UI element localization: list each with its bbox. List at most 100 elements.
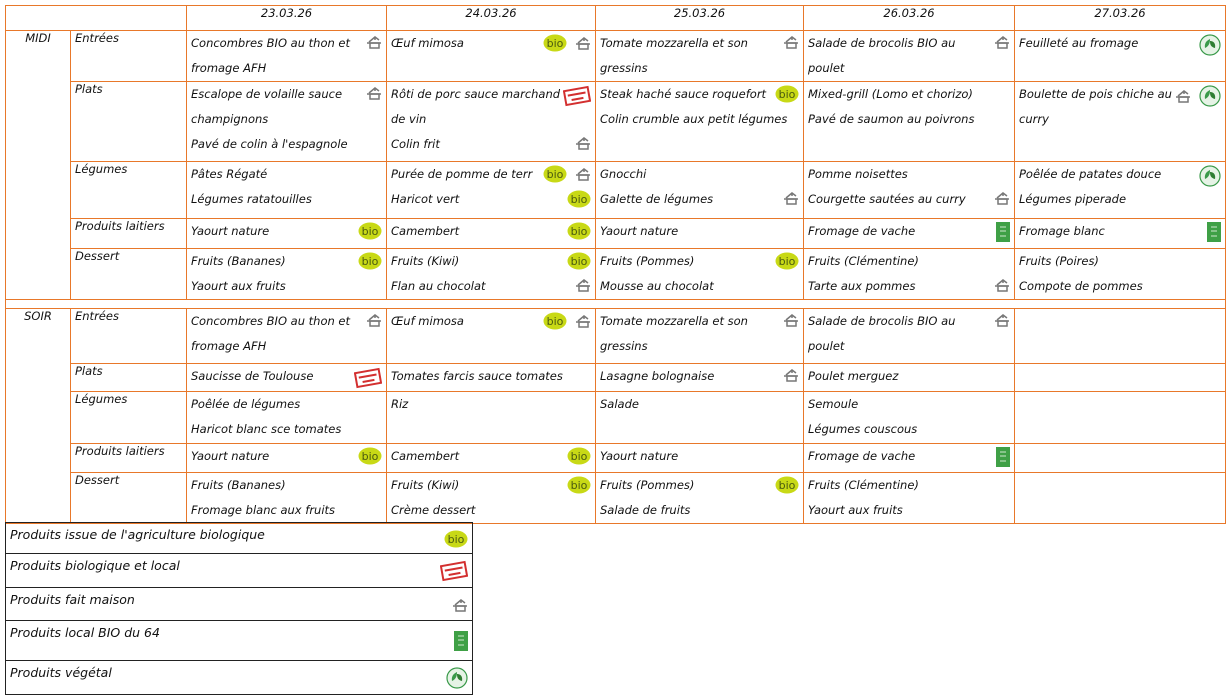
dish-icons	[996, 219, 1010, 242]
category-label: Plats	[70, 81, 187, 162]
empty-header-cell	[5, 5, 187, 31]
dish-name: Boulette de pois chiche au curry	[1019, 87, 1172, 126]
house-icon	[994, 190, 1010, 206]
bio-icon: bio	[358, 222, 382, 240]
dish-name: Fruits (Kiwi)	[391, 478, 460, 492]
bio-icon: bio	[567, 222, 591, 240]
dish-item: Poêlée de légumes	[191, 392, 382, 417]
dish-item: Légumes couscous	[808, 417, 1010, 442]
menu-cell: Boulette de pois chiche au curry	[1014, 81, 1226, 162]
dish-name: Poêlée de patates douce	[1019, 167, 1162, 181]
svg-text:bio: bio	[547, 37, 564, 50]
dish-item: Tomates farcis sauce tomates	[391, 364, 591, 389]
house-icon	[452, 597, 468, 613]
menu-cell: Tomate mozzarella et son gressins	[595, 308, 804, 364]
dish-item: Œuf mimosa bio	[391, 309, 591, 334]
dish-icons	[783, 364, 799, 383]
legend-icon-cell	[424, 660, 473, 695]
dish-name: Fruits (Clémentine)	[808, 254, 919, 268]
menu-cell: Poêlée de patates douce Légumes piperade	[1014, 161, 1226, 219]
dish-item: Œuf mimosa bio	[391, 31, 591, 56]
dish-item: Pavé de colin à l'espagnole	[191, 132, 382, 157]
menu-cell: Fromage blanc	[1014, 218, 1226, 249]
svg-text:bio: bio	[571, 450, 588, 463]
menu-cell: Fruits (Pommes) bio Mousse au chocolat	[595, 248, 804, 300]
dish-name: Haricot vert	[391, 192, 460, 206]
house-icon	[783, 34, 799, 50]
date-header: 24.03.26	[386, 5, 596, 31]
dish-name: Légumes couscous	[808, 422, 918, 436]
house-icon	[1175, 88, 1191, 104]
dish-icons	[994, 187, 1010, 206]
dish-name: Haricot blanc sce tomates	[191, 422, 342, 436]
dish-item: Légumes piperade	[1019, 187, 1221, 212]
dish-icons	[575, 274, 591, 293]
dish-name: Camembert	[391, 224, 460, 238]
dish-name: Fruits (Pommes)	[600, 254, 695, 268]
dish-name: Mixed-grill (Lomo et chorizo)	[808, 87, 973, 101]
dish-item: Fruits (Kiwi) bio	[391, 473, 591, 498]
dish-item: Yaourt nature bio	[191, 444, 382, 469]
svg-text:bio: bio	[571, 255, 588, 268]
menu-cell: Escalope de volaille sauce champignons Pa…	[186, 81, 387, 162]
menu-cell: Pâtes Régaté Légumes ratatouilles	[186, 161, 387, 219]
dish-item: Purée de pomme de terr bio	[391, 162, 591, 187]
dish-item: Flan au chocolat	[391, 274, 591, 299]
dish-icons: bio	[775, 249, 799, 270]
dish-icons: bio	[567, 249, 591, 270]
menu-row: Dessert Fruits (Bananes) bio Yaourt aux fru…	[6, 248, 1226, 300]
menu-cell	[1014, 443, 1226, 473]
vegetal-icon	[1199, 85, 1221, 107]
house-icon	[366, 85, 382, 101]
bio-icon: bio	[358, 252, 382, 270]
menu-cell: Fruits (Bananes) bio Yaourt aux fruits	[186, 248, 387, 300]
dish-name: Riz	[391, 397, 409, 411]
dish-name: Crème dessert	[391, 503, 476, 517]
legend-row: Produits végétal	[5, 660, 473, 695]
legend-table: Produits issue de l'agriculture biologiq…	[5, 522, 473, 695]
local-bio-64-icon	[996, 447, 1010, 467]
dish-name: Mousse au chocolat	[600, 279, 714, 293]
dish-name: Fromage de vache	[808, 224, 916, 238]
dish-name: Œuf mimosa	[391, 314, 464, 328]
bio-icon: bio	[444, 530, 468, 548]
house-icon	[366, 312, 382, 328]
dish-icons: bio	[543, 162, 591, 183]
bio-icon: bio	[543, 312, 567, 330]
house-icon	[575, 135, 591, 151]
dish-item: Fromage de vache	[808, 219, 1010, 244]
menu-cell: Lasagne bolognaise	[595, 363, 804, 392]
dish-icons: bio	[543, 309, 591, 330]
bio-icon: bio	[775, 85, 799, 103]
dish-icons	[996, 444, 1010, 467]
dish-item: Fruits (Bananes) bio	[191, 249, 382, 274]
dish-name: Flan au chocolat	[391, 279, 486, 293]
menu-row: Légumes Poêlée de légumes Haricot blanc sc…	[6, 391, 1226, 444]
menu-cell: Camembert bio	[386, 443, 596, 473]
dish-item: Yaourt nature bio	[191, 219, 382, 244]
menu-cell: Poêlée de légumes Haricot blanc sce tomat…	[186, 391, 387, 444]
dish-name: Légumes ratatouilles	[191, 192, 312, 206]
svg-text:bio: bio	[779, 88, 796, 101]
dish-item: Camembert bio	[391, 444, 591, 469]
house-icon	[366, 34, 382, 50]
dish-icons	[1207, 219, 1221, 242]
bio-icon: bio	[358, 447, 382, 465]
dish-name: Fromage blanc	[1019, 224, 1105, 238]
dish-name: Fruits (Pommes)	[600, 478, 695, 492]
dish-name: Poulet merguez	[808, 369, 899, 383]
menu-cell: Yaourt nature	[595, 443, 804, 473]
dish-name: Fruits (Clémentine)	[808, 478, 919, 492]
dish-name: Fruits (Poires)	[1019, 254, 1099, 268]
dish-name: Salade de brocolis BIO au poulet	[808, 36, 956, 75]
dish-name: Purée de pomme de terr	[391, 167, 533, 181]
dish-name: Pavé de saumon au poivrons	[808, 112, 975, 126]
menu-cell: Salade	[595, 391, 804, 444]
dish-name: Fruits (Bananes)	[191, 254, 286, 268]
dish-item: Steak haché sauce roquefort bio	[600, 82, 799, 107]
menu-row: Plats Saucisse de Toulouse Tomates farcis …	[6, 363, 1226, 392]
menu-cell: Fruits (Poires) Compote de pommes	[1014, 248, 1226, 300]
dish-name: Rôti de porc sauce marchand de vin	[391, 87, 561, 126]
dish-item: Fruits (Pommes) bio	[600, 249, 799, 274]
dish-item: Fruits (Kiwi) bio	[391, 249, 591, 274]
